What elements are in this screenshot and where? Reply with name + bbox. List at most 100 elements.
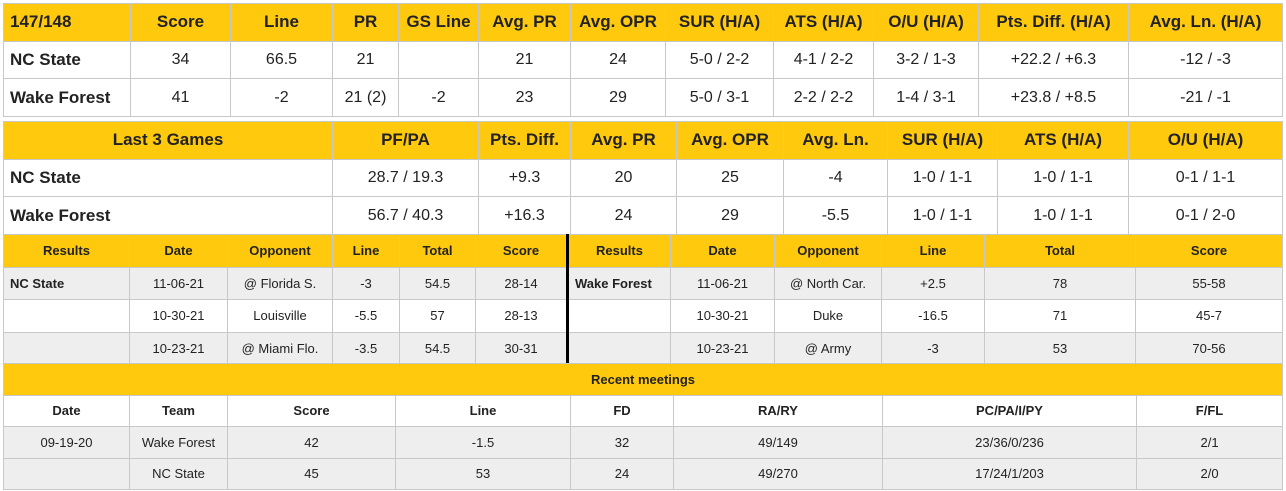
header-cell: Opponent xyxy=(227,234,333,268)
table-cell: 0-1 / 2-0 xyxy=(1128,196,1283,236)
table-cell: 20 xyxy=(570,158,677,198)
table-cell: 32 xyxy=(570,426,674,459)
table-cell: 5-0 / 3-1 xyxy=(665,78,774,118)
header-cell: PR xyxy=(332,3,399,42)
header-cell: ATS (H/A) xyxy=(997,121,1129,160)
header-cell: GS Line xyxy=(398,3,479,42)
header-cell: Line xyxy=(230,3,333,42)
table-cell: 41 xyxy=(130,78,231,118)
recent-meetings-table: Recent meetings Date Team Score Line FD … xyxy=(2,363,1284,490)
header-cell: Opponent xyxy=(774,234,882,268)
table-row: Wake Forest 56.7 / 40.3 +16.3 24 29 -5.5… xyxy=(3,196,1283,236)
table-row: 09-19-20 Wake Forest 42 -1.5 32 49/149 2… xyxy=(3,426,1284,459)
table-cell: @ Army xyxy=(774,331,882,365)
team-name xyxy=(3,331,130,365)
header-cell: Results xyxy=(567,234,671,268)
header-cell: ATS (H/A) xyxy=(773,3,874,42)
results-table: Results Date Opponent Line Total Score R… xyxy=(3,234,1283,365)
header-cell: SUR (H/A) xyxy=(887,121,998,160)
table-cell: Duke xyxy=(774,299,882,333)
table-cell: 10-30-21 xyxy=(670,299,775,333)
table-cell: -3.5 xyxy=(332,331,400,365)
last-3-games-table: Last 3 Games PF/PA Pts. Diff. Avg. PR Av… xyxy=(3,121,1283,236)
team-name: NC State xyxy=(129,457,228,490)
table-cell: 10-23-21 xyxy=(670,331,775,365)
table-cell: 55-58 xyxy=(1135,266,1283,300)
table-cell: 54.5 xyxy=(399,266,476,300)
table-cell: 21 xyxy=(332,40,399,80)
header-cell: O/U (H/A) xyxy=(873,3,979,42)
table-cell: -3 xyxy=(332,266,400,300)
table-cell: 11-06-21 xyxy=(129,266,228,300)
table-cell: 1-0 / 1-1 xyxy=(887,158,998,198)
table-row: NC State 45 53 24 49/270 17/24/1/203 2/0 xyxy=(3,457,1284,490)
header-cell: PF/PA xyxy=(332,121,479,160)
header-cell: 147/148 xyxy=(3,3,131,42)
header-cell: Score xyxy=(1135,234,1283,268)
table-cell: 21 (2) xyxy=(332,78,399,118)
table-cell: +16.3 xyxy=(478,196,571,236)
results-header-row: Results Date Opponent Line Total Score R… xyxy=(3,234,1283,268)
table-cell: 28-14 xyxy=(475,266,569,300)
table-row: 10-23-21 @ Miami Flo. -3.5 54.5 30-31 10… xyxy=(3,331,1283,365)
table-cell: 21 xyxy=(478,40,571,80)
table-cell: @ Florida S. xyxy=(227,266,333,300)
table-cell: @ Miami Flo. xyxy=(227,331,333,365)
table-cell: 10-23-21 xyxy=(129,331,228,365)
table-cell xyxy=(3,457,130,490)
header-cell: Last 3 Games xyxy=(3,121,333,160)
header-cell: Avg. PR xyxy=(570,121,677,160)
team-name: Wake Forest xyxy=(567,266,671,300)
table-row: NC State 11-06-21 @ Florida S. -3 54.5 2… xyxy=(3,266,1283,300)
table-cell: +23.8 / +8.5 xyxy=(978,78,1129,118)
table-cell: 49/149 xyxy=(673,426,883,459)
table-cell: 11-06-21 xyxy=(670,266,775,300)
header-cell: Date xyxy=(129,234,228,268)
table-cell: 45-7 xyxy=(1135,299,1283,333)
header-cell: Pts. Diff. (H/A) xyxy=(978,3,1129,42)
table-cell: 23 xyxy=(478,78,571,118)
table-cell: +2.5 xyxy=(881,266,985,300)
header-cell: Score xyxy=(130,3,231,42)
table-cell: 2-2 / 2-2 xyxy=(773,78,874,118)
header-cell: Date xyxy=(3,394,130,427)
table-cell: -1.5 xyxy=(395,426,571,459)
meetings-header-row: Date Team Score Line FD RA/RY PC/PA/I/PY… xyxy=(3,394,1284,427)
table-cell: 0-1 / 1-1 xyxy=(1128,158,1283,198)
table-cell: +9.3 xyxy=(478,158,571,198)
matchup-table: 147/148 Score Line PR GS Line Avg. PR Av… xyxy=(3,3,1283,118)
header-cell: Total xyxy=(399,234,476,268)
table-cell: @ North Car. xyxy=(774,266,882,300)
table-cell xyxy=(398,40,479,80)
table-cell: -16.5 xyxy=(881,299,985,333)
table-cell: 42 xyxy=(227,426,396,459)
table-cell: -4 xyxy=(783,158,888,198)
table-cell: 2/1 xyxy=(1135,426,1284,459)
table-cell: +22.2 / +6.3 xyxy=(978,40,1129,80)
table-cell: -21 / -1 xyxy=(1128,78,1283,118)
team-name: Wake Forest xyxy=(129,426,228,459)
table-cell: 1-4 / 3-1 xyxy=(873,78,979,118)
table-cell: -2 xyxy=(230,78,333,118)
matchup-header-row: 147/148 Score Line PR GS Line Avg. PR Av… xyxy=(3,3,1283,42)
table-cell: 23/36/0/236 xyxy=(882,426,1137,459)
header-cell: Avg. OPR xyxy=(676,121,784,160)
team-name: NC State xyxy=(3,40,131,80)
table-row: NC State 28.7 / 19.3 +9.3 20 25 -4 1-0 /… xyxy=(3,158,1283,198)
table-cell: 3-2 / 1-3 xyxy=(873,40,979,80)
table-cell: 1-0 / 1-1 xyxy=(997,196,1129,236)
table-cell: 4-1 / 2-2 xyxy=(773,40,874,80)
header-cell: Line xyxy=(395,394,571,427)
header-cell: Line xyxy=(332,234,400,268)
header-cell: Results xyxy=(3,234,130,268)
header-cell: RA/RY xyxy=(673,394,883,427)
table-cell: 2/0 xyxy=(1135,457,1284,490)
team-name: Wake Forest xyxy=(3,196,333,236)
table-cell: 24 xyxy=(570,40,666,80)
team-name: NC State xyxy=(3,266,130,300)
table-cell: 57 xyxy=(399,299,476,333)
team-name xyxy=(567,299,671,333)
header-cell: FD xyxy=(570,394,674,427)
header-cell: Team xyxy=(129,394,228,427)
header-cell: Line xyxy=(881,234,985,268)
